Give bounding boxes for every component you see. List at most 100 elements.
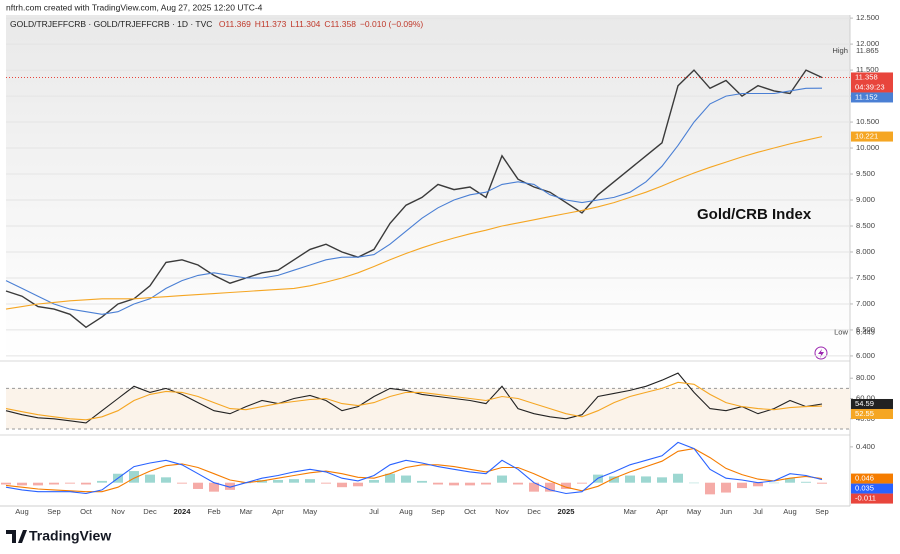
y-tick-label: 10.000 [856, 143, 879, 152]
last-value-box [851, 92, 893, 103]
x-tick-label: Apr [272, 507, 284, 516]
histogram-bar [385, 473, 395, 483]
y-tick-label: 10.500 [856, 117, 879, 126]
histogram-bar [577, 482, 587, 484]
y-tick-label: 60.00 [856, 394, 875, 403]
low-value: 6.449 [856, 328, 875, 337]
last-value-label: 54.59 [855, 399, 874, 408]
histogram-bar [785, 478, 795, 483]
x-tick-label: Oct [80, 507, 93, 516]
x-tick-label: 2024 [174, 507, 192, 516]
last-value-label: 11.358 [855, 72, 878, 81]
x-tick-label: Sep [815, 507, 829, 516]
histogram-bar [209, 482, 219, 492]
x-tick-label: Aug [15, 507, 29, 516]
histogram-bar [337, 482, 347, 488]
symbol-legend: GOLD/TRJEFFCRB · GOLD/TRJEFFCRB · 1D · T… [10, 19, 423, 29]
y-tick-label: 9.000 [856, 195, 875, 204]
y-tick-label: 0.400 [856, 442, 875, 451]
histogram-bar [817, 482, 827, 484]
last-value-box [851, 131, 893, 142]
histogram-bar [369, 480, 379, 483]
histogram-bar [561, 482, 571, 489]
y-tick-label: 80.00 [856, 373, 875, 382]
x-tick-label: Nov [111, 507, 125, 516]
histogram-bar [49, 482, 59, 485]
histogram-bar [161, 477, 171, 483]
y-tick-label: 8.000 [856, 247, 875, 256]
series-line [5, 87, 823, 315]
last-value-box [851, 483, 893, 494]
y-tick-label: 12.000 [856, 39, 879, 48]
histogram-bar [737, 482, 747, 489]
histogram-bar [225, 482, 235, 490]
histogram-bar [465, 482, 475, 486]
histogram-bar [65, 482, 75, 484]
x-tick-label: Sep [431, 507, 445, 516]
series-line [5, 441, 823, 495]
histogram-bar [33, 482, 43, 486]
last-value-label: 10.221 [855, 132, 878, 141]
x-tick-label: 2025 [558, 507, 576, 516]
last-value-box [851, 72, 893, 93]
histogram-bar [769, 482, 779, 484]
last-value-label: 0.035 [855, 484, 874, 493]
x-tick-label: Aug [399, 507, 413, 516]
histogram-bar [449, 482, 459, 486]
last-value-box [851, 473, 893, 484]
logo-mark [6, 530, 27, 543]
last-value-label: 52.55 [855, 409, 874, 418]
x-tick-label: Feb [207, 507, 220, 516]
rsi-band [6, 388, 850, 429]
x-tick-label: May [687, 507, 702, 516]
series-line [5, 69, 823, 329]
histogram-bar [625, 475, 635, 483]
high-label: High [832, 46, 848, 55]
histogram-bar [657, 477, 667, 483]
histogram-bar [689, 482, 699, 484]
histogram-bar [721, 482, 731, 493]
x-tick-label: May [303, 507, 318, 516]
last-value-box [851, 408, 893, 419]
histogram-bar [641, 476, 651, 483]
ohlc-value: L11.304 [290, 19, 320, 29]
histogram-bar [193, 482, 203, 489]
y-tick-label: 11.500 [856, 65, 879, 74]
last-value-box [851, 493, 893, 504]
histogram-bar [609, 476, 619, 483]
alert-icon[interactable] [814, 346, 828, 360]
histogram-bar [1, 482, 11, 485]
x-tick-label: Mar [623, 507, 637, 516]
histogram-bar [705, 482, 715, 495]
histogram-bar [129, 471, 139, 483]
annotation: Gold/CRB Index [697, 206, 812, 223]
logo[interactable]: TradingView [6, 528, 111, 544]
x-tick-label: Aug [783, 507, 797, 516]
last-value-label: 11.152 [855, 92, 878, 101]
header: nftrh.com created with TradingView.com, … [6, 2, 263, 12]
x-tick-label: Oct [464, 507, 477, 516]
y-tick-label: 6.500 [856, 325, 875, 334]
last-value-label: 0.046 [855, 474, 874, 483]
ohlc-value: −0.010 (−0.09%) [360, 19, 423, 29]
histogram-bar [801, 481, 811, 483]
symbol: GOLD/TRJEFFCRB · GOLD/TRJEFFCRB · 1D · T… [10, 19, 212, 29]
histogram-bar [321, 482, 331, 484]
last-value-box [851, 398, 893, 409]
histogram-bar [753, 482, 763, 487]
x-tick-label: Jul [369, 507, 379, 516]
histogram-bar [353, 482, 363, 487]
x-tick-label: Mar [239, 507, 253, 516]
x-tick-label: Apr [656, 507, 668, 516]
histogram-bar [673, 473, 683, 483]
series-line [5, 448, 823, 493]
last-value-label: -0.011 [855, 494, 876, 503]
histogram-bar [81, 482, 91, 485]
y-tick-label: 7.000 [856, 299, 875, 308]
histogram-bar [145, 474, 155, 483]
y-tick-label: 6.000 [856, 351, 875, 360]
histogram-bar [497, 475, 507, 483]
countdown: 04:39:23 [855, 82, 885, 91]
histogram-bar [305, 479, 315, 483]
